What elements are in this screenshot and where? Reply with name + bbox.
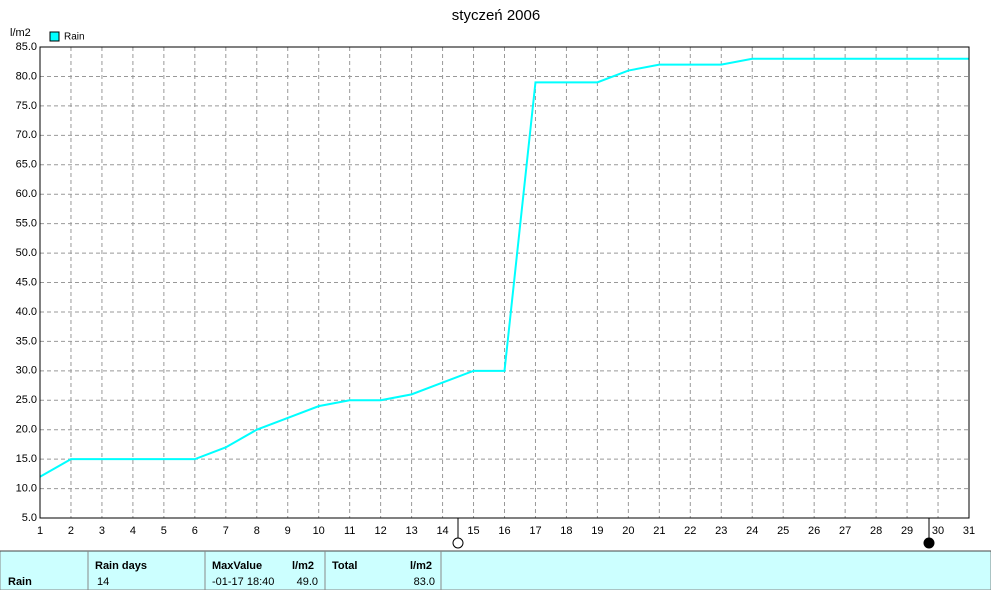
x-tick-label: 22 [684,525,696,537]
y-tick-label: 30.0 [16,365,37,377]
x-tick-label: 12 [375,525,387,537]
y-tick-label: 25.0 [16,394,37,406]
y-tick-label: 75.0 [16,100,37,112]
header: Total [332,560,357,572]
x-tick-label: 2 [68,525,74,537]
cell: 14 [97,576,109,588]
y-tick-label: 85.0 [16,41,37,53]
chart-title: styczeń 2006 [452,7,540,24]
x-tick-label: 17 [529,525,541,537]
x-tick-label: 6 [192,525,198,537]
x-tick-label: 8 [254,525,260,537]
header-unit: l/m2 [410,560,432,572]
x-tick-label: 5 [161,525,167,537]
x-tick-label: 10 [313,525,325,537]
x-tick-label: 30 [932,525,944,537]
x-tick-label: 15 [467,525,479,537]
table-bg [0,550,991,590]
x-tick-label: 25 [777,525,789,537]
y-tick-label: 50.0 [16,247,37,259]
plot-frame [39,46,970,519]
y-tick-label: 55.0 [16,218,37,230]
line [39,57,969,478]
legend-swatch [49,31,60,42]
y-axis-label: l/m2 [10,27,31,39]
x-tick-label: 28 [870,525,882,537]
cell: 49.0 [297,576,318,588]
x-tick-label: 29 [901,525,913,537]
x-tick-label: 20 [622,525,634,537]
x-tick-label: 3 [99,525,105,537]
header-unit: l/m2 [292,560,314,572]
x-tick-label: 9 [285,525,291,537]
x-tick-label: 24 [746,525,758,537]
y-tick-label: 70.0 [16,129,37,141]
y-tick-label: 45.0 [16,276,37,288]
x-tick-label: 16 [498,525,510,537]
x-tick-label: 18 [560,525,572,537]
y-tick-label: 60.0 [16,188,37,200]
y-tick-label: 35.0 [16,335,37,347]
x-tick-label: 4 [130,525,136,537]
y-tick-label: 15.0 [16,453,37,465]
header: Rain days [95,560,147,572]
x-tick-label: 26 [808,525,820,537]
legend-label: Rain [64,32,85,43]
y-tick-label: 10.0 [16,482,37,494]
full-moon-icon [452,537,464,549]
x-tick-label: 13 [405,525,417,537]
y-tick-label: 80.0 [16,70,37,82]
x-tick-label: 27 [839,525,851,537]
y-tick-label: 20.0 [16,424,37,436]
plot-area: 5.0 10.0 15.0 20.0 25.0 30.0 35.0 40.0 45.0 50.0 5… [16,41,976,537]
x-tick-label: 14 [436,525,448,537]
row-label: Rain [8,576,32,588]
y-tick-label: 5.0 [22,512,37,524]
x-tick-label: 23 [715,525,727,537]
stats-table: Rain Rain days 14 MaxValue l/m2 -01-17 1… [0,550,991,590]
x-tick-label: 11 [344,525,355,537]
x-tick-label: 7 [223,525,229,537]
cell: -01-17 18:40 [212,576,274,588]
x-tick-label: 31 [963,525,975,537]
x-tick-label: 21 [653,525,665,537]
x-tick-label: 19 [591,525,603,537]
header: MaxValue [212,560,262,572]
cell: 83.0 [414,576,435,588]
y-tick-label: 65.0 [16,159,37,171]
x-tick-label: 1 [37,525,43,537]
y-tick-label: 40.0 [16,306,37,318]
new-moon-icon [923,537,935,549]
